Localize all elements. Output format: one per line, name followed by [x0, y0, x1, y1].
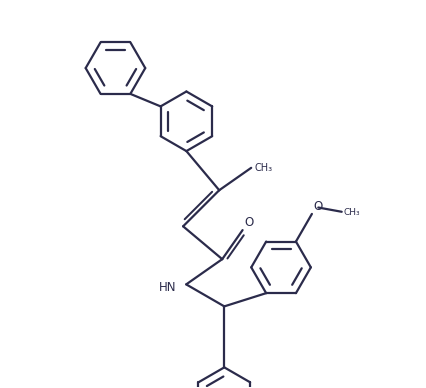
- Text: CH₃: CH₃: [254, 163, 272, 173]
- Text: O: O: [245, 216, 254, 229]
- Text: HN: HN: [159, 281, 176, 294]
- Text: CH₃: CH₃: [343, 208, 360, 217]
- Text: O: O: [314, 200, 322, 213]
